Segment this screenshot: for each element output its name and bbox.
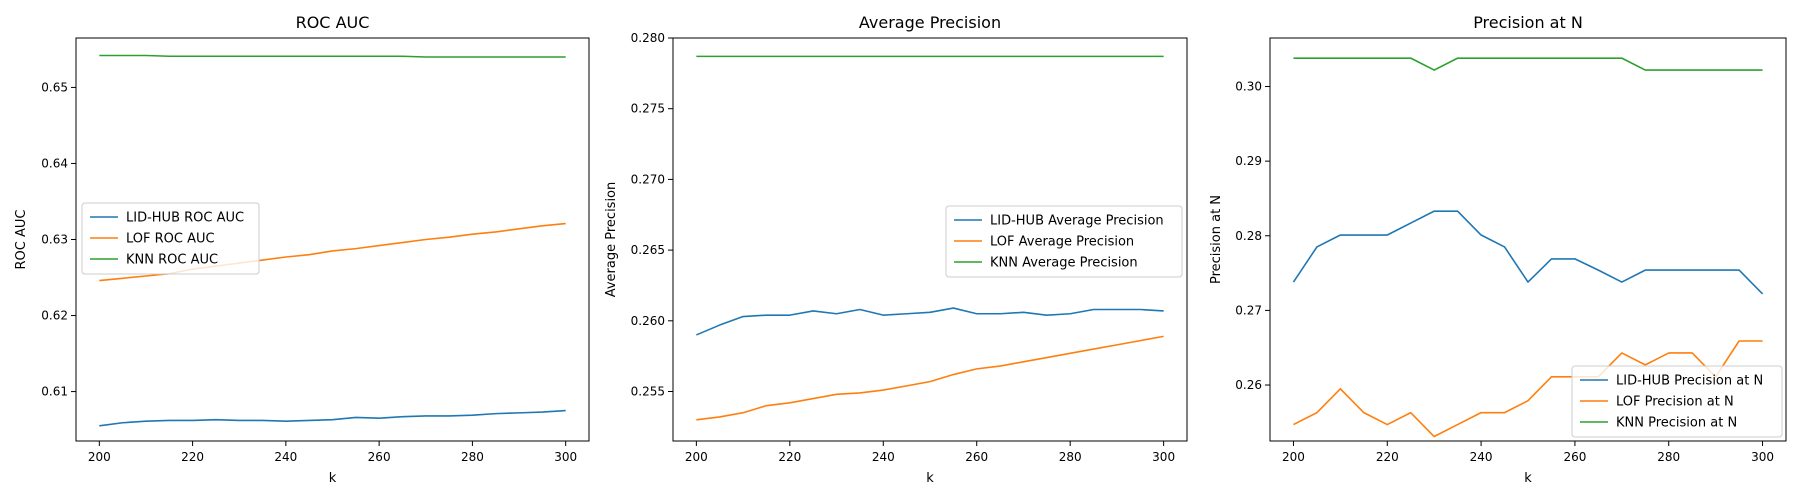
- y-axis-label: Average Precision: [604, 182, 619, 298]
- legend-label-knn: KNN ROC AUC: [126, 253, 218, 268]
- x-tick-label: 220: [1376, 450, 1399, 464]
- y-tick-label: 0.29: [1235, 154, 1262, 168]
- legend: LID-HUB ROC AUC LOF ROC AUC KNN ROC AUC: [81, 202, 260, 275]
- subplot-average-precision: Average Precision 200 220 240 260 280 300 0.2…: [604, 13, 1188, 486]
- legend-label-lid-hub: LID-HUB Average Precision: [990, 214, 1164, 229]
- y-ticks: 0.26 0.27 0.28 0.29 0.30: [1235, 80, 1270, 392]
- y-tick-label: 0.62: [41, 309, 68, 323]
- legend-label-knn: KNN Average Precision: [990, 256, 1138, 271]
- x-axis-label: k: [926, 471, 934, 486]
- x-tick-label: 200: [685, 450, 708, 464]
- series-line-knn-roc-auc: [99, 54, 566, 58]
- legend-box: [81, 202, 260, 275]
- legend-label-lof: LOF Average Precision: [990, 235, 1134, 250]
- x-tick-label: 280: [1657, 450, 1680, 464]
- x-tick-label: 280: [1059, 450, 1082, 464]
- y-tick-label: 0.255: [631, 385, 665, 399]
- subplot-precision-at-n: Precision at N 200 220 240 260 280 300 0.260.…: [1209, 13, 1787, 486]
- axes-frame: [75, 37, 590, 442]
- plot-area: 200 220 240 260 280 300 0.260.270.280.290.30 …: [1235, 37, 1787, 464]
- series-line-lof-precision-at-n: [1293, 340, 1763, 438]
- legend: LID-HUB Average Precision LOF Average Pr…: [945, 205, 1183, 278]
- y-tick-label: 0.280: [631, 31, 665, 45]
- legend-label-lof: LOF Precision at N: [1616, 395, 1734, 410]
- y-tick-label: 0.61: [41, 385, 68, 399]
- series-line-lid-hub-precision-at-n: [1292, 210, 1764, 295]
- y-tick-label: 0.265: [631, 243, 665, 257]
- y-ticks: 0.61 0.62 0.63 0.64 0.65: [41, 80, 76, 399]
- legend-box: [945, 205, 1183, 278]
- plot-area: 200 220 240 260 280 300 0.2550.2600.2650.2700…: [631, 31, 1188, 464]
- x-tick-label: 240: [274, 450, 297, 464]
- subplot-title: Average Precision: [859, 13, 1001, 32]
- x-tick-label: 220: [181, 450, 204, 464]
- y-ticks: 0.255 0.260 0.265 0.270 0.275 0.280: [631, 31, 673, 399]
- y-tick-label: 0.26: [1235, 378, 1262, 392]
- x-tick-label: 260: [1563, 450, 1586, 464]
- y-tick-label: 0.270: [631, 172, 665, 186]
- x-tick-label: 260: [368, 450, 391, 464]
- y-axis-label: Precision at N: [1209, 195, 1224, 284]
- x-ticks: 200 220 240 260 280 300: [88, 441, 577, 464]
- x-tick-label: 300: [554, 450, 577, 464]
- axes-frame: [672, 37, 1188, 442]
- series-line-lof-average-precision: [696, 335, 1164, 421]
- legend-label-lid-hub: LID-HUB Precision at N: [1616, 374, 1763, 389]
- y-tick-label: 0.63: [41, 233, 68, 247]
- subplot-roc-auc: ROC AUC 200 220 240 260 280 300 0.610.620.630…: [14, 13, 590, 486]
- x-tick-label: 260: [965, 450, 988, 464]
- series-line-knn-precision-at-n: [1293, 57, 1763, 71]
- x-axis-label: k: [1524, 471, 1532, 486]
- y-tick-label: 0.27: [1235, 303, 1262, 317]
- x-tick-label: 220: [778, 450, 801, 464]
- x-ticks: 200 220 240 260 280 300: [685, 441, 1175, 464]
- series-line-lid-hub-roc-auc: [99, 409, 566, 427]
- x-tick-label: 280: [461, 450, 484, 464]
- y-tick-label: 0.28: [1235, 229, 1262, 243]
- y-tick-label: 0.260: [631, 314, 665, 328]
- subplot-title: Precision at N: [1473, 13, 1583, 32]
- plot-area: 200 220 240 260 280 300 0.610.620.630.640.65 …: [41, 37, 590, 464]
- y-tick-label: 0.275: [631, 102, 665, 116]
- legend-label-lid-hub: LID-HUB ROC AUC: [126, 211, 244, 226]
- x-tick-label: 300: [1751, 450, 1774, 464]
- x-tick-label: 300: [1152, 450, 1175, 464]
- x-tick-label: 240: [872, 450, 895, 464]
- axes-frame: [1269, 37, 1787, 442]
- x-tick-label: 200: [1282, 450, 1305, 464]
- series-line-lid-hub-average-precision: [696, 307, 1164, 336]
- y-tick-label: 0.30: [1235, 80, 1262, 94]
- x-tick-label: 200: [88, 450, 111, 464]
- subplot-title: ROC AUC: [296, 13, 370, 32]
- x-ticks: 200 220 240 260 280 300: [1282, 441, 1774, 464]
- legend-label-lof: LOF ROC AUC: [126, 232, 215, 247]
- x-axis-label: k: [329, 471, 337, 486]
- x-tick-label: 240: [1470, 450, 1493, 464]
- series-layer: [696, 55, 1164, 421]
- series-layer: [1292, 57, 1764, 438]
- legend-label-knn: KNN Precision at N: [1616, 416, 1737, 431]
- y-axis-label: ROC AUC: [14, 210, 29, 270]
- y-tick-label: 0.64: [41, 156, 68, 170]
- legend-box: [1571, 365, 1783, 438]
- y-tick-label: 0.65: [41, 80, 68, 94]
- legend: LID-HUB Precision at N LOF Precision at …: [1571, 365, 1783, 438]
